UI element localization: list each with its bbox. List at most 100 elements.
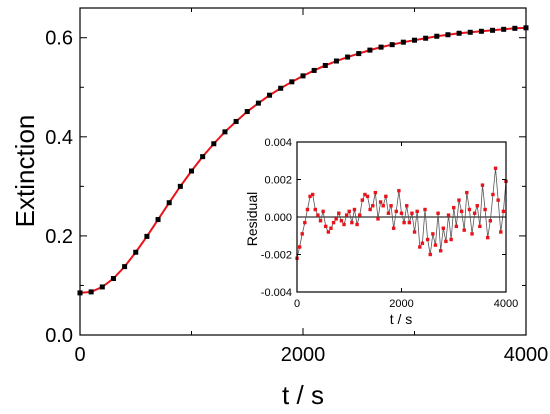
main-data-point (144, 233, 150, 239)
main-data-point (345, 54, 351, 60)
inset-residual-point (358, 213, 362, 217)
inset-residual-point (438, 249, 443, 253)
inset-residual-point (365, 194, 370, 199)
inset-residual-point (431, 232, 435, 236)
main-data-point (423, 35, 429, 41)
inset-residual-point (436, 211, 440, 215)
inset-residual-point (459, 209, 464, 214)
inset-residual-point (373, 190, 378, 195)
main-data-point (412, 37, 417, 43)
inset-y-tick-label: -0.002 (261, 250, 292, 262)
inset-residual-point (342, 222, 346, 227)
main-data-point (311, 67, 317, 73)
main-data-point (501, 26, 507, 32)
inset-residual-point (300, 232, 304, 236)
inset-residual-point (303, 220, 307, 225)
main-data-point (122, 264, 128, 270)
inset-residual-point (347, 209, 351, 214)
inset-residual-point (415, 209, 419, 214)
inset-residual-point (491, 192, 495, 197)
inset-x-tick-label: 4000 (494, 298, 518, 310)
inset-residual-point (418, 245, 422, 249)
inset-residual-point (499, 230, 503, 234)
inset-residual-point (337, 211, 341, 215)
inset-residual-point (449, 237, 453, 242)
inset-residual-point (402, 220, 406, 225)
main-y-tick-label: 0.2 (45, 226, 73, 248)
inset-residual-point (457, 198, 461, 202)
inset-residual-point (376, 217, 380, 221)
inset-y-tick-label: -0.004 (261, 287, 292, 299)
main-data-point (467, 29, 473, 35)
inset-residual-point (441, 226, 445, 230)
main-data-point (389, 42, 395, 48)
inset-residual-point (329, 226, 333, 230)
main-data-point (88, 289, 94, 295)
main-data-point (322, 62, 328, 68)
main-y-axis-label: Extinction (10, 115, 40, 228)
inset-residual-point (420, 241, 425, 245)
inset-residual-point (423, 207, 427, 212)
main-data-point (434, 33, 440, 39)
inset-residual-point (397, 189, 401, 193)
inset-residual-point (475, 204, 479, 208)
inset-residual-point (381, 204, 385, 208)
main-data-point (445, 32, 451, 38)
inset-ticks: 0 2000 4000 -0.004 -0.002 0.000 0.002 0.004 (261, 137, 518, 310)
inset-residual-points (295, 166, 508, 260)
inset-residual-point (410, 211, 414, 215)
inset-residual-point (462, 228, 466, 232)
inset-residual-point (433, 243, 438, 247)
main-y-tick-label: 0.0 (45, 325, 73, 347)
inset-y-tick-label: 0.000 (264, 212, 292, 224)
inset-residual-point (305, 207, 310, 212)
inset-residual-point (339, 219, 344, 223)
main-data-point (222, 129, 228, 135)
main-data-point (300, 73, 306, 79)
inset-residual-point (350, 220, 354, 225)
main-x-tick-label: 4000 (504, 344, 549, 366)
inset-residual-point (394, 209, 398, 214)
inset-residual-point (352, 207, 357, 212)
main-data-point (523, 25, 529, 31)
inset-residual-point (465, 190, 469, 195)
main-x-axis-label: t / s (282, 380, 324, 410)
main-data-point (77, 290, 83, 296)
inset-residual-point (318, 219, 323, 223)
inset-residual-point (452, 205, 456, 210)
main-x-tick-label: 0 (74, 344, 85, 366)
inset-x-axis-label: t / s (390, 311, 413, 327)
inset-residual-point (308, 194, 312, 199)
inset-residual-point (483, 207, 487, 212)
inset-residual-point (310, 192, 315, 197)
main-data-point (133, 249, 139, 255)
inset-residual-point (321, 209, 325, 214)
inset-residual-point (405, 204, 409, 208)
inset-residual-point (355, 222, 359, 227)
inset-residual-point (324, 224, 328, 229)
main-data-point (255, 100, 261, 106)
main-data-point (233, 118, 239, 124)
main-data-point (110, 276, 116, 282)
inset-residual-point (496, 198, 500, 202)
inset-x-tick-label: 0 (294, 298, 300, 310)
inset-residual-point (384, 194, 388, 199)
inset-residual-point (478, 224, 482, 229)
inset-residual-point (425, 237, 430, 242)
inset-residual-point (428, 252, 432, 257)
inset-residual-point (316, 213, 320, 217)
main-data-point (367, 47, 373, 53)
inset-residual-point (407, 220, 412, 225)
main-data-point (400, 39, 406, 45)
inset-residual-point (331, 220, 336, 225)
main-data-point (155, 217, 161, 223)
main-y-tick-label: 0.4 (45, 127, 73, 149)
inset-residual-point (334, 217, 338, 221)
inset-residual-point (454, 224, 459, 229)
main-data-point (99, 284, 105, 290)
inset-residual-point (470, 232, 474, 236)
inset-residual-point (344, 213, 349, 217)
inset-residual-point (360, 198, 365, 202)
inset-residual-point (386, 211, 391, 215)
